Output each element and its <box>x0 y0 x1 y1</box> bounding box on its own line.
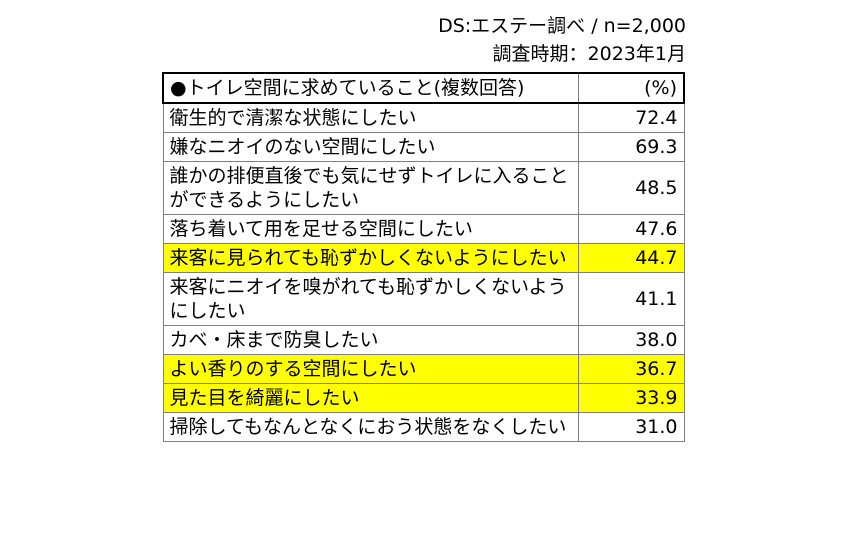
row-label: 見た目を綺麗にしたい <box>162 383 579 413</box>
table-row: 嫌なニオイのない空間にしたい 69.3 <box>162 132 685 162</box>
table-row: 来客に見られても恥ずかしくないようにしたい 44.7 <box>162 243 685 273</box>
table-row: 落ち着いて用を足せる空間にしたい 47.6 <box>162 214 685 244</box>
source-note: DS:エステー調べ / n=2,000 <box>438 15 686 37</box>
row-value: 69.3 <box>578 132 685 162</box>
table-row: よい香りのする空間にしたい 36.7 <box>162 354 685 384</box>
row-value: 44.7 <box>578 243 685 273</box>
row-value: 41.1 <box>578 272 685 326</box>
row-label: 衛生的で清潔な状態にしたい <box>162 102 579 133</box>
survey-period: 調査時期：2023年1月 <box>492 43 686 65</box>
table-row: 衛生的で清潔な状態にしたい 72.4 <box>162 102 685 133</box>
table-title: ●トイレ空間に求めていること(複数回答) <box>162 72 579 104</box>
table-row: 誰かの排便直後でも気にせずトイレに入ることができるようにしたい 48.5 <box>162 161 685 215</box>
table-row: 来客にニオイを嗅がれても恥ずかしくないようにしたい 41.1 <box>162 272 685 326</box>
row-value: 38.0 <box>578 325 685 355</box>
table-row: カベ・床まで防臭したい 38.0 <box>162 325 685 355</box>
row-label: よい香りのする空間にしたい <box>162 354 579 384</box>
row-value: 72.4 <box>578 102 685 133</box>
row-label: 誰かの排便直後でも気にせずトイレに入ることができるようにしたい <box>162 161 579 215</box>
row-label: 来客に見られても恥ずかしくないようにしたい <box>162 243 579 273</box>
row-value: 36.7 <box>578 354 685 384</box>
row-label: カベ・床まで防臭したい <box>162 325 579 355</box>
table-row: 見た目を綺麗にしたい 33.9 <box>162 383 685 413</box>
row-label: 落ち着いて用を足せる空間にしたい <box>162 214 579 244</box>
survey-table: ●トイレ空間に求めていること(複数回答) (%) 衛生的で清潔な状態にしたい 72… <box>162 72 685 442</box>
table-header-row: ●トイレ空間に求めていること(複数回答) (%) <box>162 72 685 104</box>
unit-header: (%) <box>578 72 685 104</box>
row-value: 33.9 <box>578 383 685 413</box>
row-label: 嫌なニオイのない空間にしたい <box>162 132 579 162</box>
table-row: 掃除してもなんとなくにおう状態をなくしたい 31.0 <box>162 412 685 442</box>
row-value: 48.5 <box>578 161 685 215</box>
row-label: 掃除してもなんとなくにおう状態をなくしたい <box>162 412 579 442</box>
row-value: 47.6 <box>578 214 685 244</box>
row-value: 31.0 <box>578 412 685 442</box>
row-label: 来客にニオイを嗅がれても恥ずかしくないようにしたい <box>162 272 579 326</box>
